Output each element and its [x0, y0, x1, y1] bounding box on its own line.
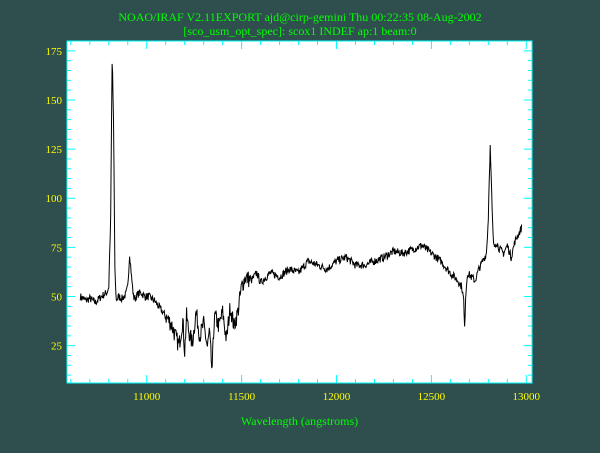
x-axis-label: Wavelength (angstroms): [241, 414, 358, 428]
x-tick-label: 11000: [133, 391, 161, 403]
y-tick-label: 150: [46, 95, 63, 107]
axis-ticks: [67, 41, 532, 383]
y-tick-label: 50: [51, 292, 63, 304]
plot-frame: [66, 40, 533, 384]
y-tick-label: 75: [51, 242, 63, 254]
y-tick-label: 175: [46, 46, 63, 58]
plot-title: NOAO/IRAF V2.11EXPORT ajd@cirp-gemini Th…: [118, 10, 482, 24]
x-tick-label: 12500: [418, 391, 446, 403]
spectrum-line: [79, 63, 523, 369]
x-tick-label: 11500: [228, 391, 256, 403]
x-tick-label: 12000: [323, 391, 351, 403]
plot-subtitle: [sco_usm_opt_spec]: scox1 INDEF ap:1 bea…: [183, 24, 417, 38]
y-tick-label: 125: [46, 144, 63, 156]
y-tick-label: 100: [46, 193, 63, 205]
y-tick-label: 25: [51, 341, 63, 353]
tick-labels: 11000 11500 12000 12500 13000 25 50 75 100 125 150…: [46, 46, 541, 403]
spectrum-series-group: [79, 63, 523, 369]
plot-area: [67, 41, 532, 383]
x-tick-label: 13000: [513, 391, 541, 403]
